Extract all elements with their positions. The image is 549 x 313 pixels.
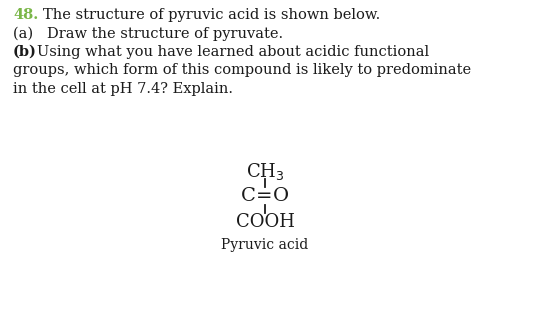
Text: COOH: COOH: [236, 213, 294, 231]
Text: groups, which form of this compound is likely to predominate: groups, which form of this compound is l…: [13, 64, 471, 78]
Text: CH$_3$: CH$_3$: [246, 161, 284, 182]
Text: Pyruvic acid: Pyruvic acid: [221, 238, 309, 252]
Text: in the cell at pH 7.4? Explain.: in the cell at pH 7.4? Explain.: [13, 82, 233, 96]
Text: 48.: 48.: [13, 8, 38, 22]
Text: (a)   Draw the structure of pyruvate.: (a) Draw the structure of pyruvate.: [13, 27, 283, 41]
Text: (b): (b): [13, 45, 37, 59]
Text: The structure of pyruvic acid is shown below.: The structure of pyruvic acid is shown b…: [43, 8, 380, 22]
Text: Using what you have learned about acidic functional: Using what you have learned about acidic…: [37, 45, 430, 59]
Text: C$\!=\!$O: C$\!=\!$O: [240, 187, 290, 205]
